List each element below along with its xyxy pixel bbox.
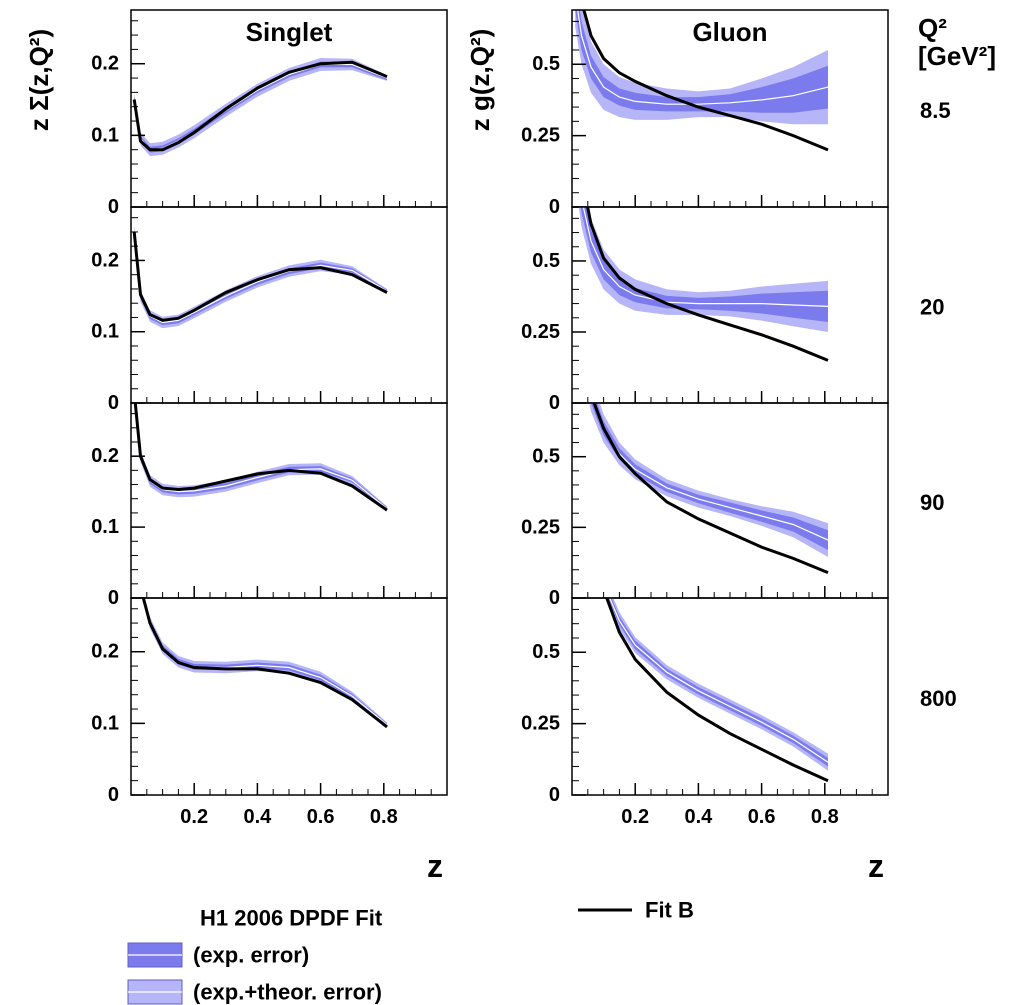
x-axis-label: z [868,848,884,884]
y-tick-label: 0.1 [91,516,119,538]
curve [586,207,829,362]
y-tick-label: 0 [108,196,119,218]
y-tick-label: 0.5 [532,641,560,663]
curve [577,10,829,105]
panel-title: Singlet [246,17,333,47]
q2-value: 800 [920,686,957,711]
x-tick-label: 0.6 [748,806,776,828]
x-tick-label: 0.6 [307,806,335,828]
y-tick-label: 0.2 [91,445,119,467]
plot-area [578,207,829,362]
error-band [591,403,828,550]
x-tick-label: 0.8 [811,806,839,828]
plot-area [132,226,388,329]
legend-title: H1 2006 DPDF Fit [200,906,383,931]
legend-label: Fit B [645,898,694,923]
y-tick-label: 0 [549,784,560,806]
y-tick-label: 0.25 [521,321,560,343]
q2-title: Q² [918,13,947,43]
plot-area [575,10,829,152]
error-band [607,598,828,767]
x-tick-label: 0.4 [684,806,713,828]
y-tick-label: 0 [108,587,119,609]
plot-area [132,58,388,157]
y-tick-label: 0 [549,587,560,609]
plot-area [133,403,388,512]
curve [592,403,829,574]
error-band [575,10,828,113]
q2-value: 90 [920,490,944,515]
curve [582,207,829,307]
y-tick-label: 0.5 [532,250,560,272]
y-tick-label: 0.1 [91,124,119,146]
error-band [606,598,828,771]
error-band [134,403,387,511]
y-tick-label: 0 [549,392,560,414]
curve [132,60,388,152]
q2-value: 20 [920,295,944,320]
plot-area [605,598,829,783]
y-tick-label: 0.25 [521,713,560,735]
y-tick-label: 0.2 [91,249,119,271]
q2-value: 8.5 [920,98,951,123]
y-tick-label: 0 [108,784,119,806]
panel-title: Gluon [692,17,767,47]
x-tick-label: 0.2 [621,806,649,828]
curve [132,231,388,322]
curve [605,598,829,783]
curve [141,598,388,729]
legend-label: (exp.+theor. error) [193,980,382,1005]
x-tick-label: 0.2 [180,806,208,828]
panel-frame [130,206,448,404]
plot-area [141,598,388,729]
curve [133,63,388,151]
plot-area [589,403,829,574]
x-axis-label: z [427,848,443,884]
y-tick-label: 0.5 [532,53,560,75]
y-tick-label: 0 [108,392,119,414]
curve [593,403,829,541]
legend-label: (exp. error) [193,943,309,968]
y-tick-label: 0.1 [91,321,119,343]
y-tick-label: 0 [549,196,560,218]
curve [134,403,388,510]
q2-unit: [GeV²] [918,41,996,71]
y-tick-label: 0.25 [521,516,560,538]
y-axis-label: z Σ(z,Q²) [24,29,54,131]
y-tick-label: 0.5 [532,446,560,468]
y-tick-label: 0.1 [91,712,119,734]
curve [609,598,829,763]
panel-frame [130,597,448,796]
panel-frame [130,402,448,599]
curve [582,10,829,152]
y-axis-label: z g(z,Q²) [465,29,495,132]
y-tick-label: 0.2 [91,641,119,663]
x-tick-label: 0.8 [370,806,398,828]
error-band [141,598,387,727]
curve [133,403,388,512]
y-tick-label: 0.25 [521,125,560,147]
x-tick-label: 0.4 [243,806,272,828]
y-tick-label: 0.2 [91,53,119,75]
